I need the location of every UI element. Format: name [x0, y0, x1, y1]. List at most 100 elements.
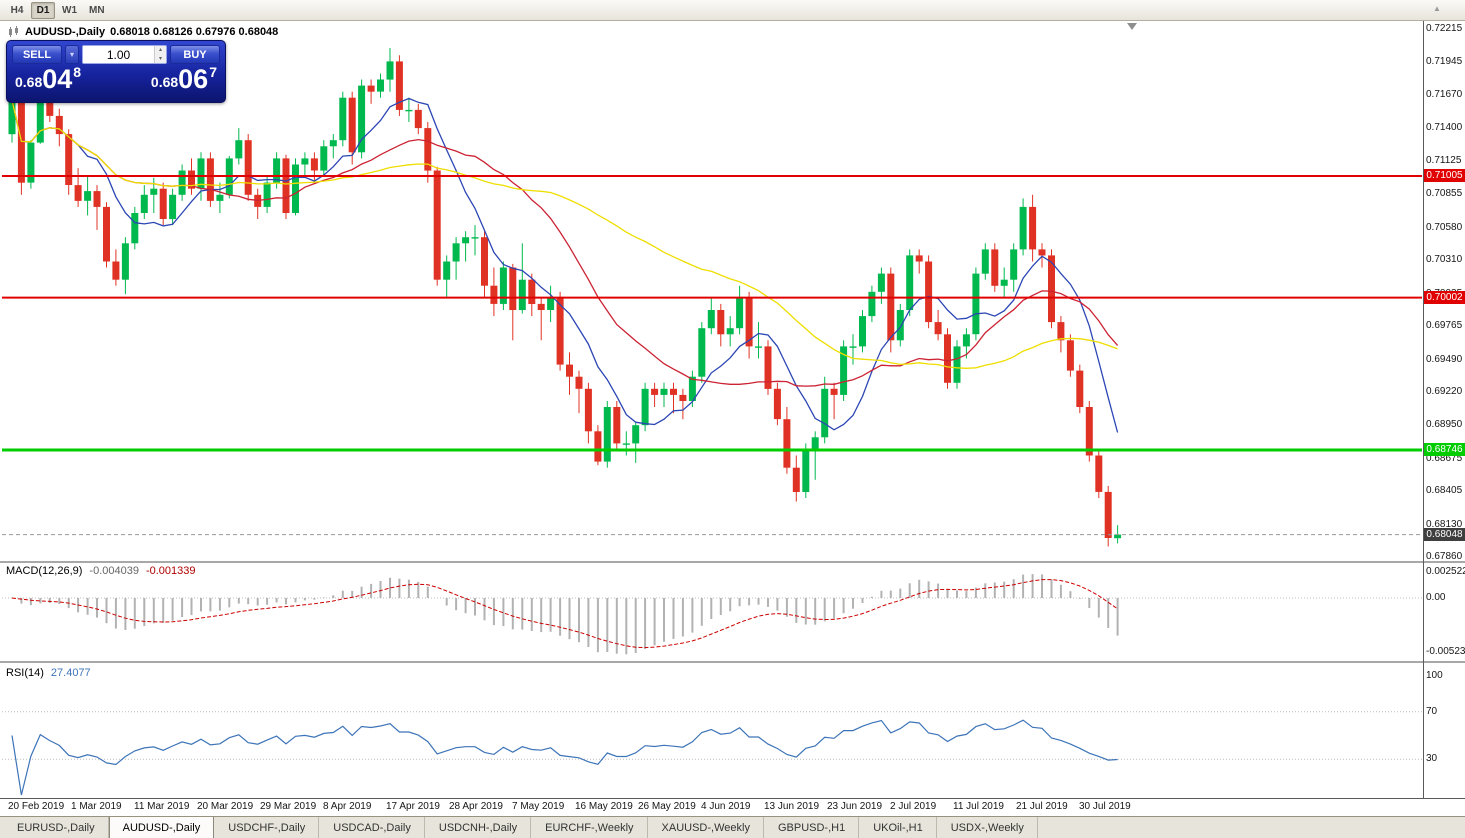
price-axis-label: 0.69490 [1426, 354, 1463, 365]
sell-price-prefix: 0.68 [15, 74, 43, 90]
time-axis-label: 11 Jul 2019 [953, 801, 1004, 812]
tab-audusd-daily[interactable]: AUDUSD-,Daily [108, 817, 215, 838]
macd-axis-label: 0.002522 [1426, 566, 1465, 577]
buy-button[interactable]: BUY [170, 45, 220, 64]
rsi-axis-label: 70 [1426, 706, 1438, 717]
tab-xauusd-weekly[interactable]: XAUUSD-,Weekly [648, 817, 764, 838]
chart-title: AUDUSD-,Daily 0.68018 0.68126 0.67976 0.… [8, 26, 278, 38]
price-axis-label: 0.68405 [1426, 485, 1463, 496]
macd-name: MACD(12,26,9) [6, 565, 83, 577]
time-axis-label: 23 Jun 2019 [827, 801, 883, 812]
time-axis-label: 20 Feb 2019 [8, 801, 65, 812]
buy-price-big: 06 [178, 64, 209, 94]
buy-price-sup: 7 [209, 64, 217, 80]
price-axis-label: 0.68675 [1426, 453, 1463, 464]
volume-input[interactable] [83, 46, 154, 63]
macd-axis-label: -0.005234 [1426, 646, 1465, 657]
tab-usdcad-daily[interactable]: USDCAD-,Daily [319, 817, 425, 838]
rsi-axis-label: 30 [1426, 753, 1438, 764]
time-axis-label: 7 May 2019 [512, 801, 565, 812]
candles-layer [8, 48, 1122, 547]
time-axis-label: 4 Jun 2019 [701, 801, 751, 812]
buy-price: 0.68 06 7 [150, 64, 217, 94]
rsi-label: RSI(14) 27.4077 [6, 667, 91, 679]
timeframe-mn-button[interactable]: MN [84, 2, 110, 19]
tab-eurusd-daily[interactable]: EURUSD-,Daily [3, 817, 109, 838]
ma-45-line [11, 100, 1118, 369]
macd-label: MACD(12,26,9) -0.004039 -0.001339 [6, 565, 196, 577]
tab-ukoil-h1[interactable]: UKOil-,H1 [859, 817, 937, 838]
tab-gbpusd-h1[interactable]: GBPUSD-,H1 [764, 817, 860, 838]
sell-price-big: 04 [42, 64, 73, 94]
volume-increase-button[interactable]: ▴ [155, 46, 166, 55]
price-tag-resistance-1: 0.71005 [1424, 169, 1465, 182]
rsi-name: RSI(14) [6, 667, 44, 679]
chart-shift-marker[interactable] [1127, 23, 1137, 30]
time-axis-label: 1 Mar 2019 [71, 801, 122, 812]
price-tag-resistance-2: 0.70002 [1424, 291, 1465, 304]
price-axis-label: 0.71125 [1426, 155, 1462, 166]
toolbar-scroll-button[interactable]: ▲ [1433, 4, 1441, 13]
time-axis-label: 29 Mar 2019 [260, 801, 317, 812]
time-axis-label: 11 Mar 2019 [134, 801, 190, 812]
price-axis-label: 0.71670 [1426, 89, 1463, 100]
sell-options-caret-icon[interactable]: ▾ [65, 45, 79, 64]
chart-ohlc: 0.68018 0.68126 0.67976 0.68048 [110, 26, 279, 38]
price-axis-label: 0.67860 [1426, 551, 1463, 562]
chart-symbol-period: AUDUSD-,Daily [25, 26, 106, 38]
price-axis-label: 0.68130 [1426, 519, 1463, 530]
price-axis-label: 0.68950 [1426, 419, 1463, 430]
macd-signal-line [11, 579, 1118, 649]
buy-price-prefix: 0.68 [150, 74, 179, 90]
chart-type-icon [9, 26, 18, 37]
time-axis-label: 28 Apr 2019 [449, 801, 503, 812]
time-axis-label: 30 Jul 2019 [1079, 801, 1131, 812]
ma-20-line [11, 100, 1119, 387]
price-axis-label: 0.69220 [1426, 386, 1463, 397]
timeframe-w1-button[interactable]: W1 [57, 2, 82, 19]
macd-main-value: -0.004039 [89, 565, 139, 577]
time-axis-label: 16 May 2019 [575, 801, 633, 812]
timeframe-d1-button[interactable]: D1 [31, 1, 55, 19]
timeframe-h4-button[interactable]: H4 [5, 2, 29, 19]
rsi-value: 27.4077 [50, 667, 91, 679]
panel-separator-macd[interactable] [0, 561, 1465, 563]
sell-button[interactable]: SELL [12, 45, 62, 64]
macd-signal-value: -0.001339 [145, 565, 196, 577]
volume-box: ▴ ▾ [82, 45, 167, 64]
tab-usdchf-daily[interactable]: USDCHF-,Daily [214, 817, 320, 838]
timeframes-toolbar: H4 D1 W1 MN ▲ [0, 0, 1465, 21]
time-axis-label: 8 Apr 2019 [323, 801, 372, 812]
tab-usdx-weekly[interactable]: USDX-,Weekly [937, 817, 1038, 838]
price-tag-support: 0.68746 [1424, 443, 1465, 456]
volume-spinner: ▴ ▾ [154, 46, 166, 63]
time-axis-label: 13 Jun 2019 [764, 801, 820, 812]
price-axis-label: 0.71400 [1426, 122, 1463, 133]
chart-background [0, 21, 1465, 816]
macd-layer [2, 574, 1422, 655]
time-axis-label: 26 May 2019 [638, 801, 696, 812]
tab-usdcnh-daily[interactable]: USDCNH-,Daily [425, 817, 532, 838]
time-axis-label: 20 Mar 2019 [197, 801, 254, 812]
panel-separator-rsi[interactable] [0, 661, 1465, 663]
price-axis-label: 0.70855 [1426, 188, 1463, 199]
price-axis-label: 0.72215 [1426, 23, 1463, 34]
rsi-axis-label: 100 [1426, 670, 1443, 681]
rsi-line [11, 719, 1118, 796]
time-axis-label: 17 Apr 2019 [386, 801, 440, 812]
price-axis-label: 0.70580 [1426, 222, 1463, 233]
time-axis-label: 2 Jul 2019 [890, 801, 937, 812]
price-tag-current: 0.68048 [1424, 528, 1465, 541]
price-axis-label: 0.70310 [1426, 254, 1463, 265]
tab-eurchf-weekly[interactable]: EURCHF-,Weekly [531, 817, 648, 838]
chart-tabs-bar: EURUSD-,Daily AUDUSD-,Daily USDCHF-,Daily U… [0, 816, 1465, 838]
volume-decrease-button[interactable]: ▾ [155, 55, 166, 63]
price-axis-label: 0.71945 [1426, 56, 1463, 67]
time-axis-label: 21 Jul 2019 [1016, 801, 1068, 812]
sell-price-sup: 8 [73, 64, 82, 80]
sell-price: 0.68 04 8 [15, 64, 82, 94]
